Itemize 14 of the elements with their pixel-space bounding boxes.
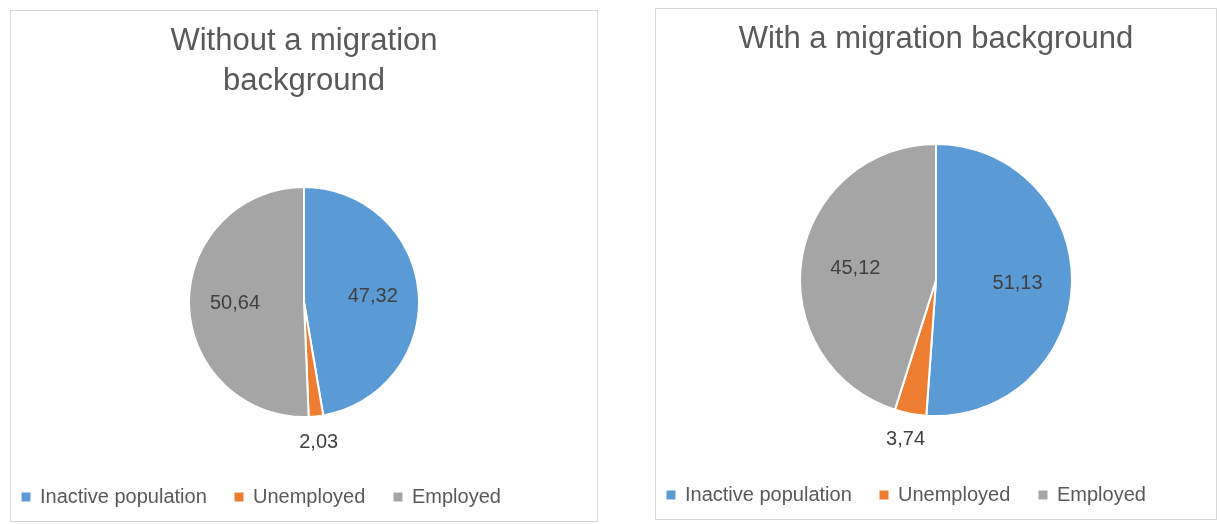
legend-label: Inactive population	[40, 485, 207, 507]
data-label: 50,64	[209, 291, 261, 314]
legend-label: Inactive population	[685, 483, 852, 505]
chart-title: Without a migration background	[170, 22, 438, 97]
data-label: 3,74	[886, 427, 926, 450]
legend-label: Unemployed	[898, 483, 1011, 505]
data-label: 2,03	[299, 430, 339, 453]
data-label: 47,32	[347, 284, 398, 307]
legend-label: Employed	[412, 485, 501, 507]
chart-title: With a migration background	[738, 20, 1134, 55]
data-label: 51,13	[992, 270, 1043, 293]
legend-label: Employed	[1057, 483, 1146, 505]
legend-label: Unemployed	[253, 485, 366, 507]
data-label: 45,12	[830, 255, 881, 278]
